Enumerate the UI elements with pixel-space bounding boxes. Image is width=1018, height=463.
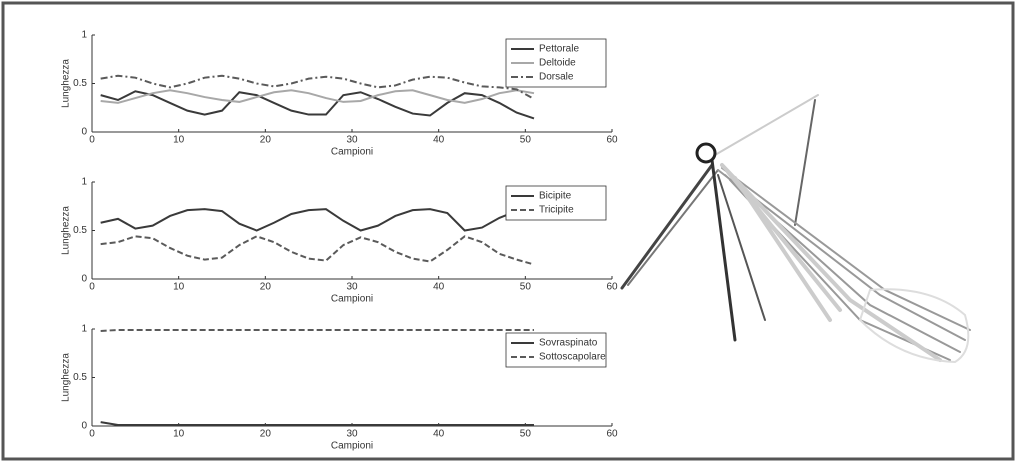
x-tick-label: 40 [433,429,445,440]
x-tick-label: 50 [520,282,532,293]
x-tick-label: 30 [346,282,358,293]
y-tick-label: 1 [81,177,87,188]
x-tick-label: 40 [433,282,445,293]
y-tick-label: 1 [81,324,87,335]
x-tick-label: 60 [606,135,618,146]
y-tick-label: 0 [81,127,87,138]
y-tick-label: 0.5 [73,372,87,383]
x-tick-label: 60 [606,282,618,293]
legend-label: Bicipite [539,191,572,202]
y-axis-label: Lunghezza [61,59,72,108]
x-axis-label: Campioni [331,147,373,158]
x-tick-label: 20 [260,429,272,440]
x-tick-label: 20 [260,135,272,146]
y-axis-label: Lunghezza [61,206,72,255]
legend: Bicipite Tricipite [506,186,606,220]
legend-label: Sovraspinato [539,338,598,349]
x-tick-label: 0 [89,282,95,293]
x-tick-label: 50 [520,429,532,440]
legend-label: Sottoscapolare [539,352,606,363]
x-tick-label: 30 [346,135,358,146]
legend-label: Deltoide [539,58,576,69]
x-tick-label: 10 [173,429,185,440]
legend-label: Tricipite [539,205,574,216]
x-tick-label: 20 [260,282,272,293]
y-axis-label: Lunghezza [61,353,72,402]
x-tick-label: 40 [433,135,445,146]
x-axis-label: Campioni [331,294,373,305]
x-tick-label: 30 [346,429,358,440]
legend-label: Dorsale [539,72,574,83]
y-tick-label: 0 [81,421,87,432]
x-tick-label: 10 [173,135,185,146]
y-tick-label: 1 [81,30,87,41]
y-tick-label: 0.5 [73,225,87,236]
figure: 010203040506000.51CampioniLunghezzaPetto… [0,0,1018,463]
y-tick-label: 0 [81,274,87,285]
x-tick-label: 0 [89,429,95,440]
y-tick-label: 0.5 [73,78,87,89]
x-axis-label: Campioni [331,441,373,452]
x-tick-label: 60 [606,429,618,440]
legend: Sovraspinato Sottoscapolare [506,333,606,367]
x-tick-label: 50 [520,135,532,146]
x-tick-label: 0 [89,135,95,146]
legend-label: Pettorale [539,44,579,55]
legend: Pettorale Deltoide Dorsale [506,39,606,87]
x-tick-label: 10 [173,282,185,293]
